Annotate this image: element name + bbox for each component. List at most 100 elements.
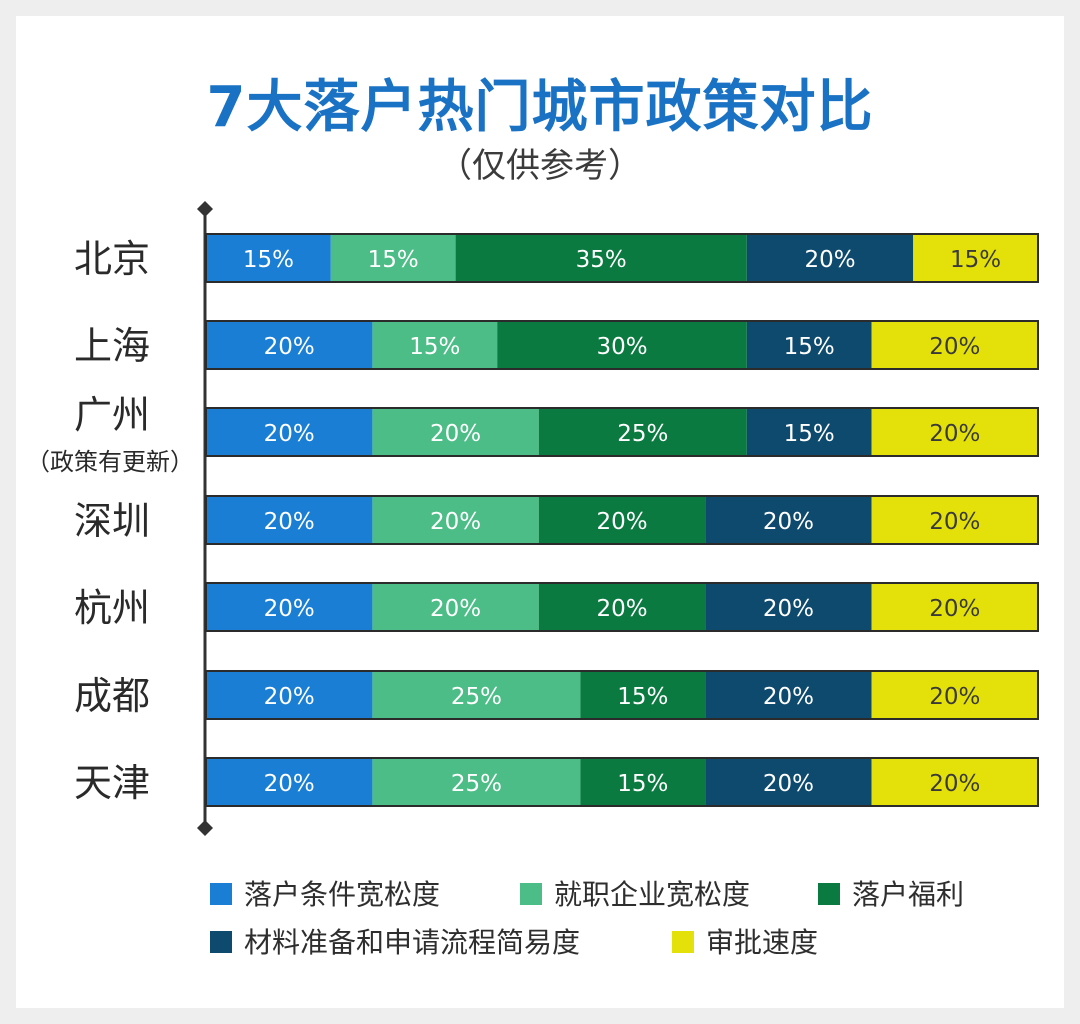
bar-segment xyxy=(746,321,872,369)
legend-label: 材料准备和申请流程简易度 xyxy=(244,926,581,959)
data-label: 25% xyxy=(617,421,668,447)
bar-segment xyxy=(372,583,539,631)
data-label: 30% xyxy=(596,334,647,360)
bar-segment xyxy=(913,234,1038,282)
bar-segment xyxy=(372,496,539,544)
legend-item: 审批速度 xyxy=(672,921,818,961)
bar-segment xyxy=(206,234,331,282)
bar-segment xyxy=(580,671,706,719)
data-label: 20% xyxy=(264,509,315,535)
category-label: 北京 xyxy=(74,237,150,281)
data-label: 20% xyxy=(596,596,647,622)
data-label: 20% xyxy=(929,771,980,797)
bar-segment xyxy=(746,408,872,456)
legend-swatch xyxy=(210,883,232,905)
legend-swatch xyxy=(520,883,542,905)
data-label: 20% xyxy=(763,596,814,622)
data-label: 20% xyxy=(763,684,814,710)
bar-segment xyxy=(206,671,373,719)
bar-segment xyxy=(538,408,747,456)
bar-segment xyxy=(206,583,373,631)
legend-label: 落户条件宽松度 xyxy=(244,878,441,911)
bar-segment xyxy=(206,321,373,369)
data-label: 15% xyxy=(368,247,419,273)
category-label: 广州 xyxy=(74,393,150,437)
bar-segment xyxy=(871,321,1038,369)
legend-swatch xyxy=(210,931,232,953)
bar-outline xyxy=(205,407,1039,457)
data-label: 20% xyxy=(763,509,814,535)
bar-segment xyxy=(871,583,1038,631)
data-label: 20% xyxy=(430,596,481,622)
bar-segment xyxy=(871,408,1038,456)
bar-segment xyxy=(372,671,581,719)
bar-segment xyxy=(372,758,581,806)
data-label: 15% xyxy=(243,247,294,273)
bar-segment xyxy=(538,496,706,544)
bar-segment xyxy=(372,408,539,456)
data-label: 20% xyxy=(430,509,481,535)
bar-outline xyxy=(205,495,1039,545)
bar-segment xyxy=(455,234,747,282)
bar-outline xyxy=(205,582,1039,632)
bar-outline xyxy=(205,757,1039,807)
axis-top-diamond xyxy=(197,201,213,217)
data-label: 15% xyxy=(784,334,835,360)
bar-outline xyxy=(205,670,1039,720)
data-label: 20% xyxy=(264,334,315,360)
data-label: 15% xyxy=(617,684,668,710)
data-label: 20% xyxy=(264,421,315,447)
legend-item: 就职企业宽松度 xyxy=(520,873,750,913)
data-label: 20% xyxy=(804,247,855,273)
bar-segment xyxy=(871,758,1038,806)
bar-segment xyxy=(871,671,1038,719)
bar-segment xyxy=(871,496,1038,544)
bar-segment xyxy=(372,321,498,369)
legend-item: 落户福利 xyxy=(818,873,964,913)
bar-segment xyxy=(580,758,706,806)
data-label: 20% xyxy=(763,771,814,797)
data-label: 20% xyxy=(929,684,980,710)
bar-segment xyxy=(330,234,456,282)
bar-segment xyxy=(206,758,373,806)
bar-segment xyxy=(705,583,872,631)
data-label: 20% xyxy=(264,684,315,710)
bar-segment xyxy=(497,321,747,369)
data-label: 20% xyxy=(596,509,647,535)
data-label: 15% xyxy=(617,771,668,797)
category-label: 天津 xyxy=(74,761,150,805)
data-label: 20% xyxy=(264,596,315,622)
bar-segment xyxy=(206,496,373,544)
data-label: 15% xyxy=(784,421,835,447)
legend-swatch xyxy=(672,931,694,953)
category-label: 深圳 xyxy=(74,499,150,543)
bar-segment xyxy=(538,583,706,631)
chart-title: 7大落户热门城市政策对比 xyxy=(206,75,874,140)
bar-segment xyxy=(206,408,373,456)
legend-item: 材料准备和申请流程简易度 xyxy=(210,921,580,961)
chart-subtitle: （仅供参考） xyxy=(438,146,642,186)
data-label: 20% xyxy=(929,509,980,535)
category-label: 上海 xyxy=(74,324,150,368)
legend-swatch xyxy=(818,883,840,905)
data-label: 20% xyxy=(929,334,980,360)
bar-outline xyxy=(205,233,1039,283)
data-label: 15% xyxy=(409,334,460,360)
data-label: 20% xyxy=(430,421,481,447)
bar-segment xyxy=(705,496,872,544)
bar-segment xyxy=(705,671,872,719)
category-note: （政策有更新） xyxy=(26,448,194,476)
category-label: 杭州 xyxy=(74,586,150,630)
legend-item: 落户条件宽松度 xyxy=(210,873,440,913)
data-label: 25% xyxy=(451,771,502,797)
axis-bottom-diamond xyxy=(197,820,213,836)
bar-outline xyxy=(205,320,1039,370)
legend-label: 审批速度 xyxy=(706,926,819,959)
data-label: 35% xyxy=(576,247,627,273)
bar-segment xyxy=(746,234,914,282)
category-label: 成都 xyxy=(74,674,150,718)
data-label: 20% xyxy=(929,596,980,622)
data-label: 20% xyxy=(264,771,315,797)
legend-label: 就职企业宽松度 xyxy=(554,878,751,911)
